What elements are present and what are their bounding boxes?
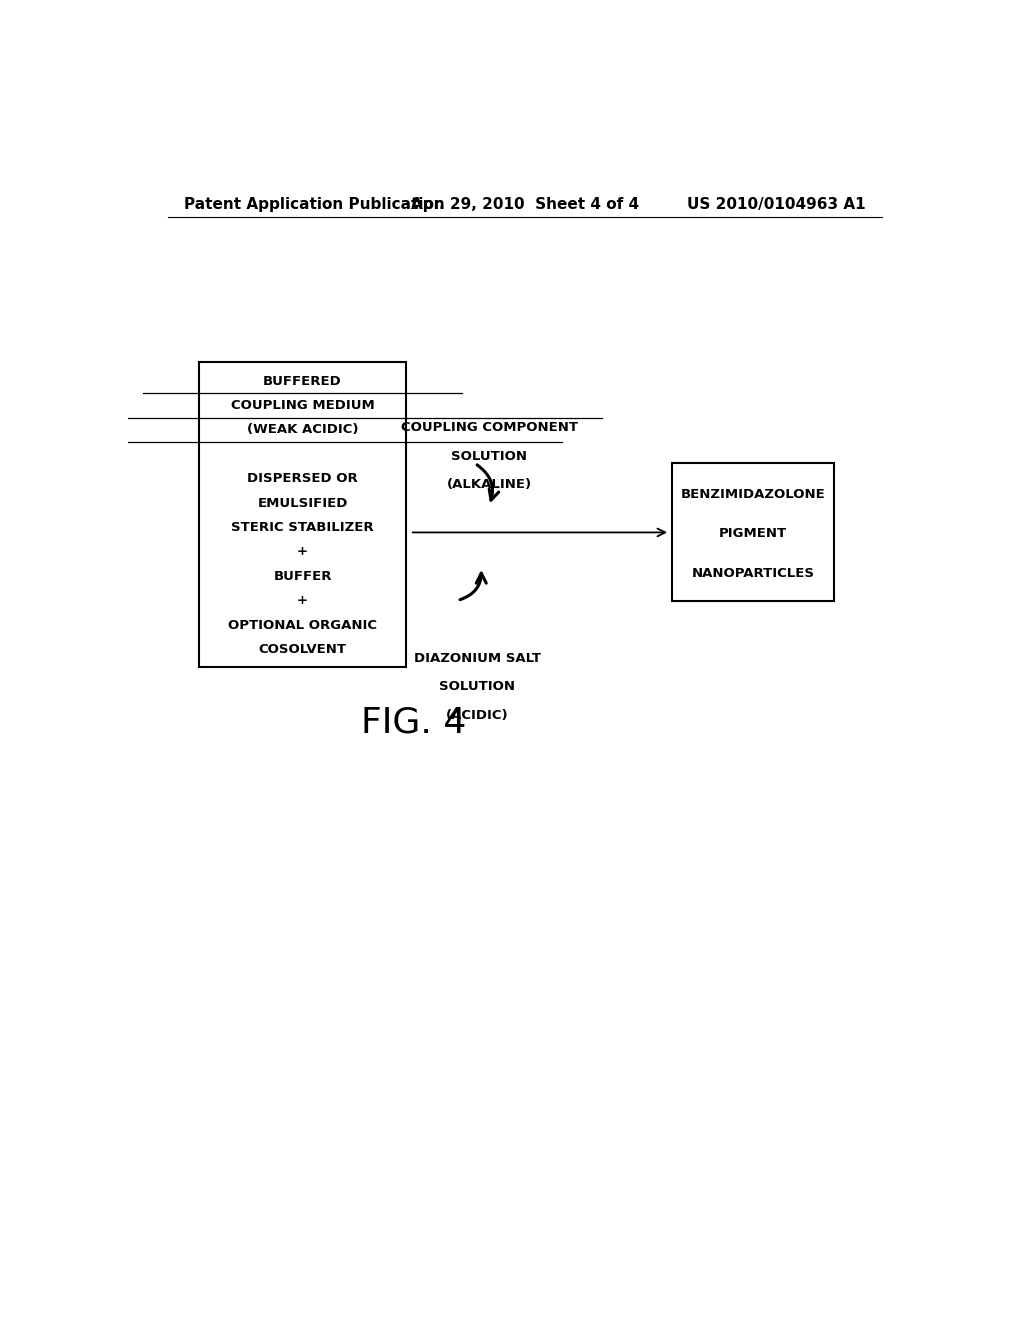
- Text: (ALKALINE): (ALKALINE): [446, 478, 531, 491]
- Text: SOLUTION: SOLUTION: [439, 680, 515, 693]
- Text: (ACIDIC): (ACIDIC): [445, 709, 509, 722]
- Text: EMULSIFIED: EMULSIFIED: [257, 496, 348, 510]
- Text: BUFFER: BUFFER: [273, 570, 332, 583]
- Text: COUPLING MEDIUM: COUPLING MEDIUM: [230, 399, 375, 412]
- FancyBboxPatch shape: [200, 362, 406, 667]
- Text: DISPERSED OR: DISPERSED OR: [247, 473, 358, 486]
- Text: US 2010/0104963 A1: US 2010/0104963 A1: [687, 197, 866, 211]
- Text: PIGMENT: PIGMENT: [719, 528, 787, 540]
- Text: STERIC STABILIZER: STERIC STABILIZER: [231, 521, 374, 535]
- Text: BENZIMIDAZOLONE: BENZIMIDAZOLONE: [681, 488, 825, 502]
- Text: BUFFERED: BUFFERED: [263, 375, 342, 388]
- Text: SOLUTION: SOLUTION: [452, 450, 527, 463]
- Text: Patent Application Publication: Patent Application Publication: [183, 197, 444, 211]
- Text: Apr. 29, 2010  Sheet 4 of 4: Apr. 29, 2010 Sheet 4 of 4: [411, 197, 639, 211]
- Text: FIG. 4: FIG. 4: [361, 705, 466, 739]
- Text: DIAZONIUM SALT: DIAZONIUM SALT: [414, 652, 541, 665]
- FancyBboxPatch shape: [672, 463, 835, 601]
- Text: OPTIONAL ORGANIC: OPTIONAL ORGANIC: [228, 619, 377, 632]
- Text: COUPLING COMPONENT: COUPLING COMPONENT: [400, 421, 578, 434]
- Text: NANOPARTICLES: NANOPARTICLES: [691, 566, 814, 579]
- Text: +: +: [297, 545, 308, 558]
- Text: +: +: [297, 594, 308, 607]
- Text: (WEAK ACIDIC): (WEAK ACIDIC): [247, 424, 358, 437]
- Text: COSOLVENT: COSOLVENT: [259, 643, 346, 656]
